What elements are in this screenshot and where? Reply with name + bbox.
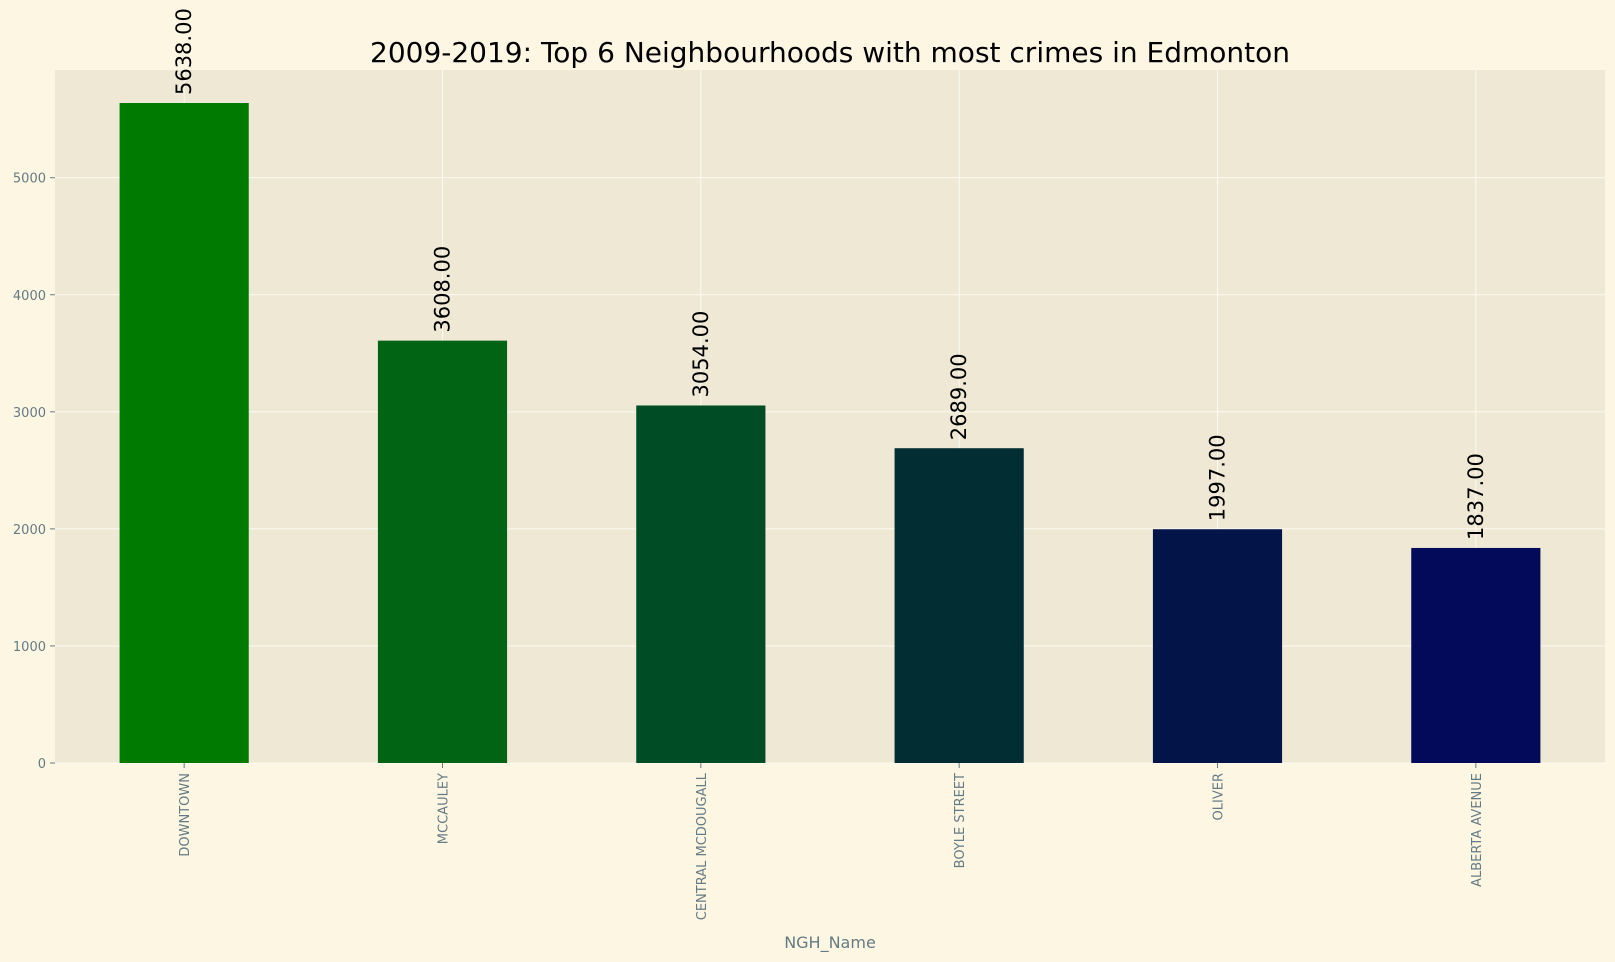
plot-area bbox=[55, 70, 1605, 763]
bar-mccauley bbox=[377, 340, 508, 763]
grid-lines bbox=[55, 70, 1605, 764]
bar-downtown bbox=[119, 103, 249, 763]
bar-central-mcdougall bbox=[636, 405, 766, 763]
x-tick-label: MCCAULEY bbox=[437, 773, 452, 844]
chart-title: 2009-2019: Top 6 Neighbourhoods with mos… bbox=[370, 36, 1290, 69]
bar-value-label: 3054.00 bbox=[689, 311, 713, 398]
bars bbox=[119, 103, 1541, 763]
x-axis: DOWNTOWN MCCAULEY CENTRAL MCDOUGALL BOYLE S… bbox=[178, 763, 1485, 920]
bar-value-label: 2689.00 bbox=[947, 353, 971, 440]
y-tick-label: 5000 bbox=[13, 172, 46, 187]
x-axis-label: NGH_Name bbox=[784, 933, 876, 953]
x-tick-label: BOYLE STREET bbox=[953, 773, 968, 868]
bar-value-labels: 5638.00 3608.00 3054.00 2689.00 1997.00 1837.… bbox=[172, 8, 1488, 540]
bar-alberta-avenue bbox=[1411, 547, 1541, 763]
x-tick-label: DOWNTOWN bbox=[178, 773, 193, 857]
bar-value-label: 3608.00 bbox=[431, 246, 455, 333]
bar-value-label: 1837.00 bbox=[1464, 453, 1488, 540]
y-tick-label: 3000 bbox=[13, 406, 46, 421]
bar-oliver bbox=[1152, 529, 1283, 763]
y-tick-label: 2000 bbox=[13, 523, 46, 538]
bar-value-label: 5638.00 bbox=[172, 8, 196, 95]
y-tick-label: 1000 bbox=[13, 640, 46, 655]
y-tick-label: 4000 bbox=[13, 289, 46, 304]
bar-boyle-street bbox=[894, 448, 1024, 763]
bar-value-label: 1997.00 bbox=[1206, 434, 1230, 521]
y-axis: 0 1000 2000 3000 4000 5000 bbox=[13, 172, 55, 772]
x-tick-label: OLIVER bbox=[1212, 773, 1227, 820]
x-tick-label: CENTRAL MCDOUGALL bbox=[695, 772, 710, 920]
y-tick-label: 0 bbox=[38, 757, 46, 772]
x-tick-label: ALBERTA AVENUE bbox=[1470, 773, 1485, 887]
